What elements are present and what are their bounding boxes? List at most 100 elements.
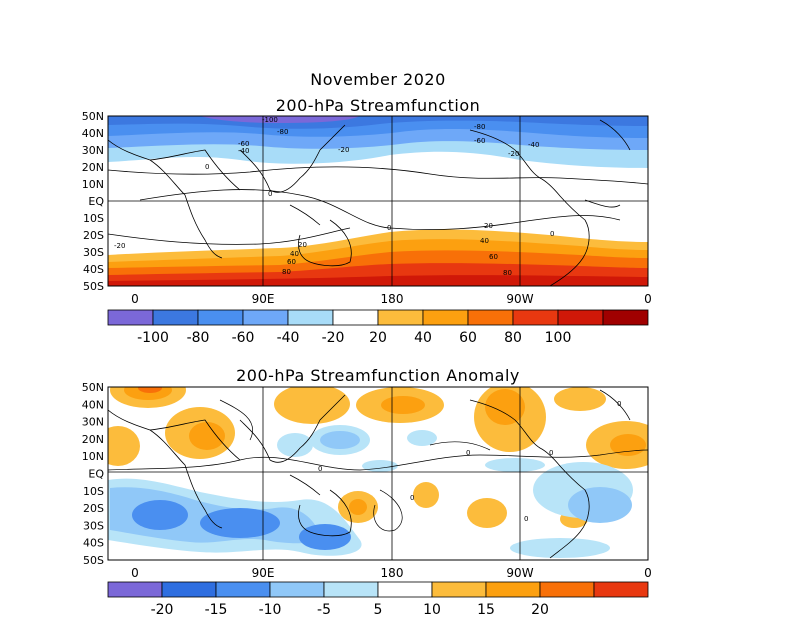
lat-label: EQ — [88, 195, 104, 208]
top-colorbar-labels: -100 -80 -60 -40 -20 20 40 60 80 100 — [137, 330, 571, 346]
colorbar-swatch — [485, 581, 541, 598]
lon-label: 90E — [252, 566, 275, 580]
colorbar-label: -80 — [187, 330, 210, 346]
colorbar-swatch — [602, 309, 649, 326]
colorbar-swatch — [377, 309, 424, 326]
zero-contour — [139, 189, 621, 230]
contour-label: 0 — [550, 230, 554, 238]
lat-label: 40S — [83, 263, 104, 276]
contour-label: 40 — [480, 237, 489, 245]
colorbar-swatch — [593, 581, 649, 598]
lon-label: 0 — [644, 292, 652, 306]
positive-anomalies — [108, 387, 648, 528]
colorbar-label: -5 — [317, 602, 331, 618]
colorbar-swatch — [107, 309, 154, 326]
colorbar-swatch — [422, 309, 469, 326]
contour-label: 20 — [298, 241, 307, 249]
top-panel-title: 200-hPa Streamfunction — [275, 96, 481, 115]
lon-label: 90E — [252, 292, 275, 306]
lon-label: 0 — [131, 292, 139, 306]
contour-label: -80 — [474, 123, 485, 131]
nh-band-minus100 — [200, 116, 360, 123]
contour-label: -20 — [114, 242, 125, 250]
contour-label: 0 — [205, 163, 209, 171]
bottom-map — [108, 387, 648, 560]
contour-label: -60 — [238, 140, 249, 148]
lat-label: 20S — [83, 229, 104, 242]
lat-label: 10S — [83, 212, 104, 225]
lat-label: 40S — [83, 537, 104, 550]
colorbar-swatch — [557, 309, 604, 326]
colorbar-label: 10 — [423, 602, 441, 618]
top-map-frame — [107, 115, 649, 287]
colorbar-label: 60 — [459, 330, 477, 346]
colorbar-swatch — [431, 581, 487, 598]
bottom-gridlines — [108, 387, 648, 560]
colorbar-swatch — [242, 309, 289, 326]
lon-label: 90W — [506, 292, 533, 306]
bottom-map-frame — [107, 386, 649, 561]
contour-label: 80 — [503, 269, 512, 277]
bottom-lon-labels: 0 90E 180 90W 0 — [131, 566, 652, 580]
colorbar-label: -15 — [205, 602, 228, 618]
lat-label: 10S — [83, 485, 104, 498]
contour-label: 0 — [387, 224, 391, 232]
colorbar-swatch — [197, 309, 244, 326]
bottom-panel-title: 200-hPa Streamfunction Anomaly — [236, 366, 520, 385]
bottom-colorbar-labels: -20 -15 -10 -5 5 10 15 20 — [151, 602, 549, 618]
colorbar-label: -60 — [232, 330, 255, 346]
contour-label: 0 — [268, 190, 272, 198]
contour-label: -20 — [508, 150, 519, 158]
colorbar-label: 20 — [531, 602, 549, 618]
lat-label: 40N — [82, 398, 104, 411]
lon-label: 180 — [381, 292, 404, 306]
colorbar-label: 20 — [369, 330, 387, 346]
top-gridlines — [108, 116, 648, 286]
anomaly-zero-contours — [108, 399, 648, 532]
colorbar-label: 40 — [414, 330, 432, 346]
coastlines — [108, 389, 631, 559]
colorbar-swatch — [152, 309, 199, 326]
contour-label: -20 — [338, 146, 349, 154]
top-lon-labels: 0 90E 180 90W 0 — [131, 292, 652, 306]
colorbar-swatch — [323, 581, 379, 598]
contour-label: 20 — [484, 222, 493, 230]
contour-label: 40 — [290, 250, 299, 258]
sh-band-100 — [108, 275, 648, 286]
lat-label: 50N — [82, 381, 104, 394]
figure-title: November 2020 — [310, 70, 446, 89]
lon-label: 0 — [131, 566, 139, 580]
colorbar-swatch — [161, 581, 217, 598]
contour-label: 80 — [282, 268, 291, 276]
bottom-colorbar — [107, 581, 649, 598]
colorbar-label: 100 — [545, 330, 572, 346]
lat-label: 20N — [82, 161, 104, 174]
contour-label: 60 — [287, 258, 296, 266]
lat-label: 10N — [82, 450, 104, 463]
lat-label: 20N — [82, 433, 104, 446]
lat-label: 50S — [83, 280, 104, 293]
colorbar-swatch — [539, 581, 595, 598]
negative-anomalies — [108, 425, 633, 558]
colorbar-swatch — [269, 581, 325, 598]
colorbar-swatch — [287, 309, 334, 326]
contour-label: -40 — [528, 141, 539, 149]
lat-label: 40N — [82, 127, 104, 140]
colorbar-swatch — [377, 581, 433, 598]
lon-label: 180 — [381, 566, 404, 580]
colorbar-swatch — [107, 581, 163, 598]
lon-label: 90W — [506, 566, 533, 580]
lat-label: 20S — [83, 502, 104, 515]
contour-label: 0 — [318, 465, 322, 473]
lat-label: 30N — [82, 416, 104, 429]
contour-label: -100 — [262, 116, 278, 124]
contour-label: 0 — [549, 449, 553, 457]
top-lat-labels: 50N 40N 30N 20N 10N EQ 10S 20S 30S 40S 50S — [82, 110, 105, 293]
contour-label: 0 — [410, 494, 414, 502]
contour-label: 0 — [617, 400, 621, 408]
lat-label: 50N — [82, 110, 104, 123]
colorbar-label: 5 — [374, 602, 383, 618]
bottom-lat-labels: 50N 40N 30N 20N 10N EQ 10S 20S 30S 40S 50S — [82, 381, 105, 567]
top-map — [108, 116, 648, 286]
